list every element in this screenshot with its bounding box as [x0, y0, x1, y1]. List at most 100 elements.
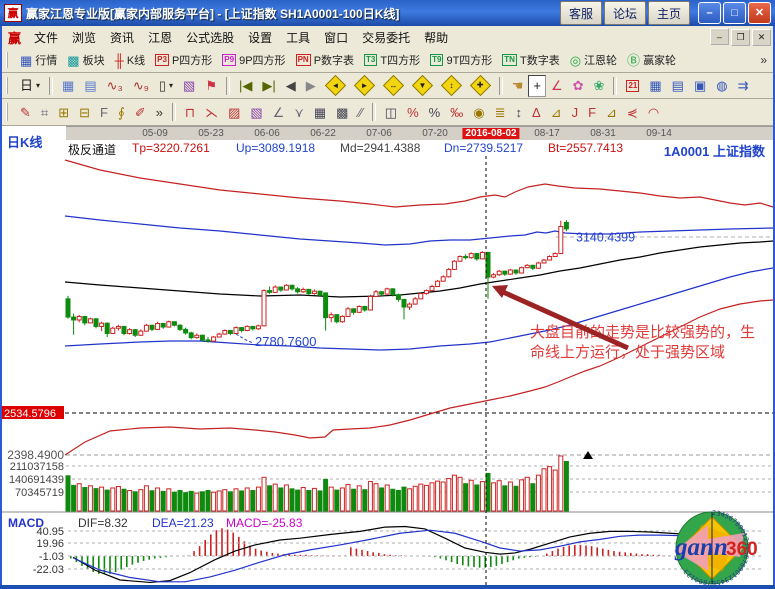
percent-tool-icon[interactable]: %: [428, 104, 441, 120]
9t-square-button[interactable]: T9 9T四方形: [430, 54, 493, 67]
t-table-button[interactable]: TN T数字表: [502, 54, 560, 67]
speed-line-tool-icon[interactable]: ⋞: [626, 104, 638, 120]
menu-item-窗口[interactable]: 窗口: [324, 30, 349, 45]
zoom-right-diamond-icon[interactable]: ►: [350, 74, 379, 97]
pen-tool-icon[interactable]: ✎: [20, 104, 31, 120]
j-angle-tool-icon[interactable]: J: [571, 104, 579, 120]
kline-chart-canvas[interactable]: 2398.4900211037158140691439703457193140.…: [0, 156, 775, 585]
next-bar-icon[interactable]: ▶: [305, 78, 316, 93]
minimize-button[interactable]: –: [698, 2, 721, 25]
9p-square-button[interactable]: P9 9P四方形: [222, 54, 286, 67]
menu-item-交易委托[interactable]: 交易委托: [362, 30, 411, 45]
calendar-icon[interactable]: 21: [626, 79, 640, 92]
calculator-icon[interactable]: ▦: [649, 78, 662, 93]
data-export-icon[interactable]: ⇉: [737, 78, 749, 93]
gold-grid-tool-icon[interactable]: ⊞: [58, 104, 70, 120]
gann-wheel-button[interactable]: ◎ 江恩轮: [569, 52, 618, 68]
info-view-icon[interactable]: ▤: [84, 78, 97, 93]
menu-item-帮助[interactable]: 帮助: [424, 30, 449, 45]
menu-close-button[interactable]: ✕: [752, 28, 771, 46]
jifan-channel-icon[interactable]: ▧: [183, 78, 196, 93]
quotes-button[interactable]: ▦ 行情: [20, 52, 58, 68]
zoom-all-diamond-icon[interactable]: ✚: [466, 74, 495, 97]
annotation-arrow-shaft: [501, 289, 630, 351]
permille-tool-icon[interactable]: ‰: [450, 104, 464, 120]
price-grid-label: 2398.4900: [7, 448, 64, 462]
vee-line-tool-icon[interactable]: ⋎: [294, 104, 304, 120]
zoom-left-diamond-icon[interactable]: ◄: [321, 74, 350, 97]
app-icon: 赢: [4, 4, 22, 22]
gold-box-tool-icon[interactable]: ⊟: [79, 104, 91, 120]
flower-tool-icon[interactable]: ✿: [572, 78, 584, 93]
gold-circle-tool-icon[interactable]: ◉: [473, 104, 485, 120]
gold-angle-tool-icon[interactable]: ⊿: [606, 104, 617, 120]
chart-window-icon[interactable]: ▦: [62, 78, 75, 93]
web-refresh-icon[interactable]: ◍: [716, 78, 728, 93]
last-bar-icon[interactable]: ▶|: [262, 78, 276, 93]
menu-item-资讯[interactable]: 资讯: [110, 30, 135, 45]
arc-tool-icon[interactable]: ◠: [647, 104, 660, 120]
menu-item-文件[interactable]: 文件: [34, 30, 59, 45]
menu-restore-button[interactable]: ❐: [731, 28, 750, 46]
flag-marker-icon[interactable]: ⚑: [205, 78, 217, 93]
notebook-icon[interactable]: ▤: [671, 78, 684, 93]
drag-hand-icon[interactable]: ☚: [511, 78, 524, 93]
p-square-button[interactable]: P3 P四方形: [155, 54, 213, 67]
fan-lines-tool-icon[interactable]: ⋋: [205, 104, 219, 120]
annotation-text-line2: 命线上方运行，处于强势区域: [530, 343, 725, 361]
box-fan-tool-icon[interactable]: ▨: [228, 104, 241, 120]
compress-diamond-icon[interactable]: ▼: [408, 74, 437, 97]
kline-button[interactable]: ╫ K线: [114, 52, 146, 68]
wedge-tool-icon[interactable]: ⊿: [550, 104, 562, 120]
f-angle-tool-icon[interactable]: F: [588, 104, 597, 120]
nine-chart-icon[interactable]: ∿₉: [132, 78, 149, 93]
menu-item-设置[interactable]: 设置: [248, 30, 273, 45]
toolbar-overflow-chevron[interactable]: »: [760, 53, 767, 67]
angle-measure-icon[interactable]: ∠: [550, 78, 563, 93]
close-button[interactable]: ✕: [748, 1, 771, 24]
customer-service-button[interactable]: 客服: [559, 1, 602, 25]
date-tick: 08-17: [534, 128, 560, 139]
brush-tool-icon[interactable]: ✐: [134, 104, 146, 120]
candle-type-dropdown[interactable]: ▯ ▾: [158, 78, 174, 93]
save-icon[interactable]: ▣: [693, 78, 707, 93]
swing-low-label: 2780.7600: [255, 334, 316, 349]
grid-tool-icon[interactable]: ▦: [313, 104, 327, 120]
crosshair-icon[interactable]: +: [528, 74, 546, 97]
spiral-tool-icon[interactable]: ∮: [118, 104, 125, 120]
f-lines-tool-icon[interactable]: F: [100, 104, 108, 120]
t-square-button[interactable]: T3 T四方形: [364, 54, 421, 67]
menu-item-浏览[interactable]: 浏览: [72, 30, 97, 45]
p-table-button[interactable]: PN P数字表: [295, 54, 355, 67]
ruler-table-tool-icon[interactable]: ◫: [384, 104, 398, 120]
shade-box-tool-icon[interactable]: ▧: [250, 104, 263, 120]
maximize-button[interactable]: □: [723, 2, 746, 25]
grid2-tool-icon[interactable]: ▩: [336, 104, 349, 120]
forum-button[interactable]: 论坛: [603, 1, 646, 25]
updown-tool-icon[interactable]: ↕: [515, 104, 522, 120]
hatch-tool-icon[interactable]: ⌗: [40, 104, 49, 120]
percent-zone-tool-icon[interactable]: %: [407, 104, 419, 120]
angle-line-tool-icon[interactable]: ∠: [272, 104, 285, 120]
first-bar-icon[interactable]: |◀: [238, 78, 253, 93]
menu-minimize-button[interactable]: –: [710, 28, 729, 46]
more-tools-chevron[interactable]: »: [155, 104, 163, 120]
frame-tool-icon[interactable]: ⊓: [184, 104, 196, 120]
sectors-button[interactable]: ▩ 板块: [67, 52, 105, 68]
prev-bar-icon[interactable]: ◀: [285, 78, 296, 93]
kline-period-dropdown[interactable]: 日 ▾: [20, 78, 41, 93]
title-bar[interactable]: 赢 赢家江恩专业版[赢家内部服务平台] - [上证指数 SH1A0001-100…: [0, 0, 775, 26]
menu-item-工具[interactable]: 工具: [286, 30, 311, 45]
winner-wheel-button[interactable]: Ⓑ 赢家轮: [627, 52, 677, 68]
menu-item-江恩[interactable]: 江恩: [148, 30, 173, 45]
delta-tool-icon[interactable]: Δ: [531, 104, 541, 120]
homepage-button[interactable]: 主页: [647, 1, 690, 25]
knot-tool-icon[interactable]: ❀: [593, 78, 605, 93]
slant-lines-tool-icon[interactable]: ∕∕: [358, 104, 363, 120]
three-chart-icon[interactable]: ∿₃: [106, 78, 123, 93]
menu-item-公式选股[interactable]: 公式选股: [186, 30, 235, 45]
zoom-horizontal-diamond-icon[interactable]: ↔: [379, 74, 408, 97]
gold-lines-tool-icon[interactable]: ≣: [494, 104, 506, 120]
date-tick: 09-14: [646, 128, 672, 139]
zoom-vertical-diamond-icon[interactable]: ↕: [437, 74, 466, 97]
